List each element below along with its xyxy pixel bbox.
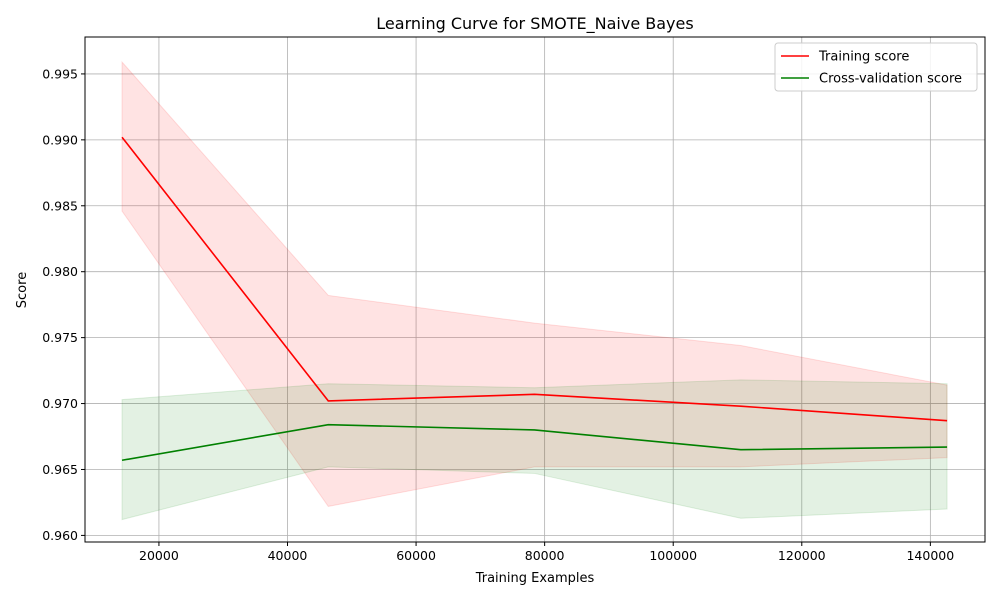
x-tick-label: 20000 — [139, 548, 179, 563]
y-tick-label: 0.975 — [42, 330, 78, 345]
y-tick-label: 0.960 — [42, 528, 78, 543]
x-axis-title: Training Examples — [475, 571, 595, 586]
y-axis-title: Score — [15, 272, 30, 308]
x-tick-label: 40000 — [268, 548, 308, 563]
x-tick-label: 120000 — [778, 548, 826, 563]
series-line — [121, 136, 948, 422]
x-tick-label: 80000 — [525, 548, 565, 563]
x-tick-label: 60000 — [396, 548, 436, 563]
y-tick-label: 0.995 — [42, 66, 78, 81]
legend-box — [774, 42, 978, 92]
y-tick-label: 0.990 — [42, 132, 78, 147]
confidence-band — [121, 379, 948, 521]
confidence-band — [121, 60, 948, 507]
legend-label: Cross-validation score — [819, 72, 962, 87]
y-tick-label: 0.980 — [42, 264, 78, 279]
legend-label: Training score — [818, 50, 909, 65]
y-tick-label: 0.965 — [42, 462, 78, 477]
chart-title: Learning Curve for SMOTE_Naive Bayes — [376, 14, 693, 34]
x-tick-label: 100000 — [649, 548, 697, 563]
series-line — [121, 423, 948, 462]
y-tick-label: 0.970 — [42, 396, 78, 411]
y-tick-label: 0.985 — [42, 198, 78, 213]
x-tick-label: 140000 — [906, 548, 954, 563]
grid — [85, 37, 985, 542]
legend: Training score Cross-validation score — [774, 42, 978, 92]
plot-frame — [84, 36, 986, 543]
